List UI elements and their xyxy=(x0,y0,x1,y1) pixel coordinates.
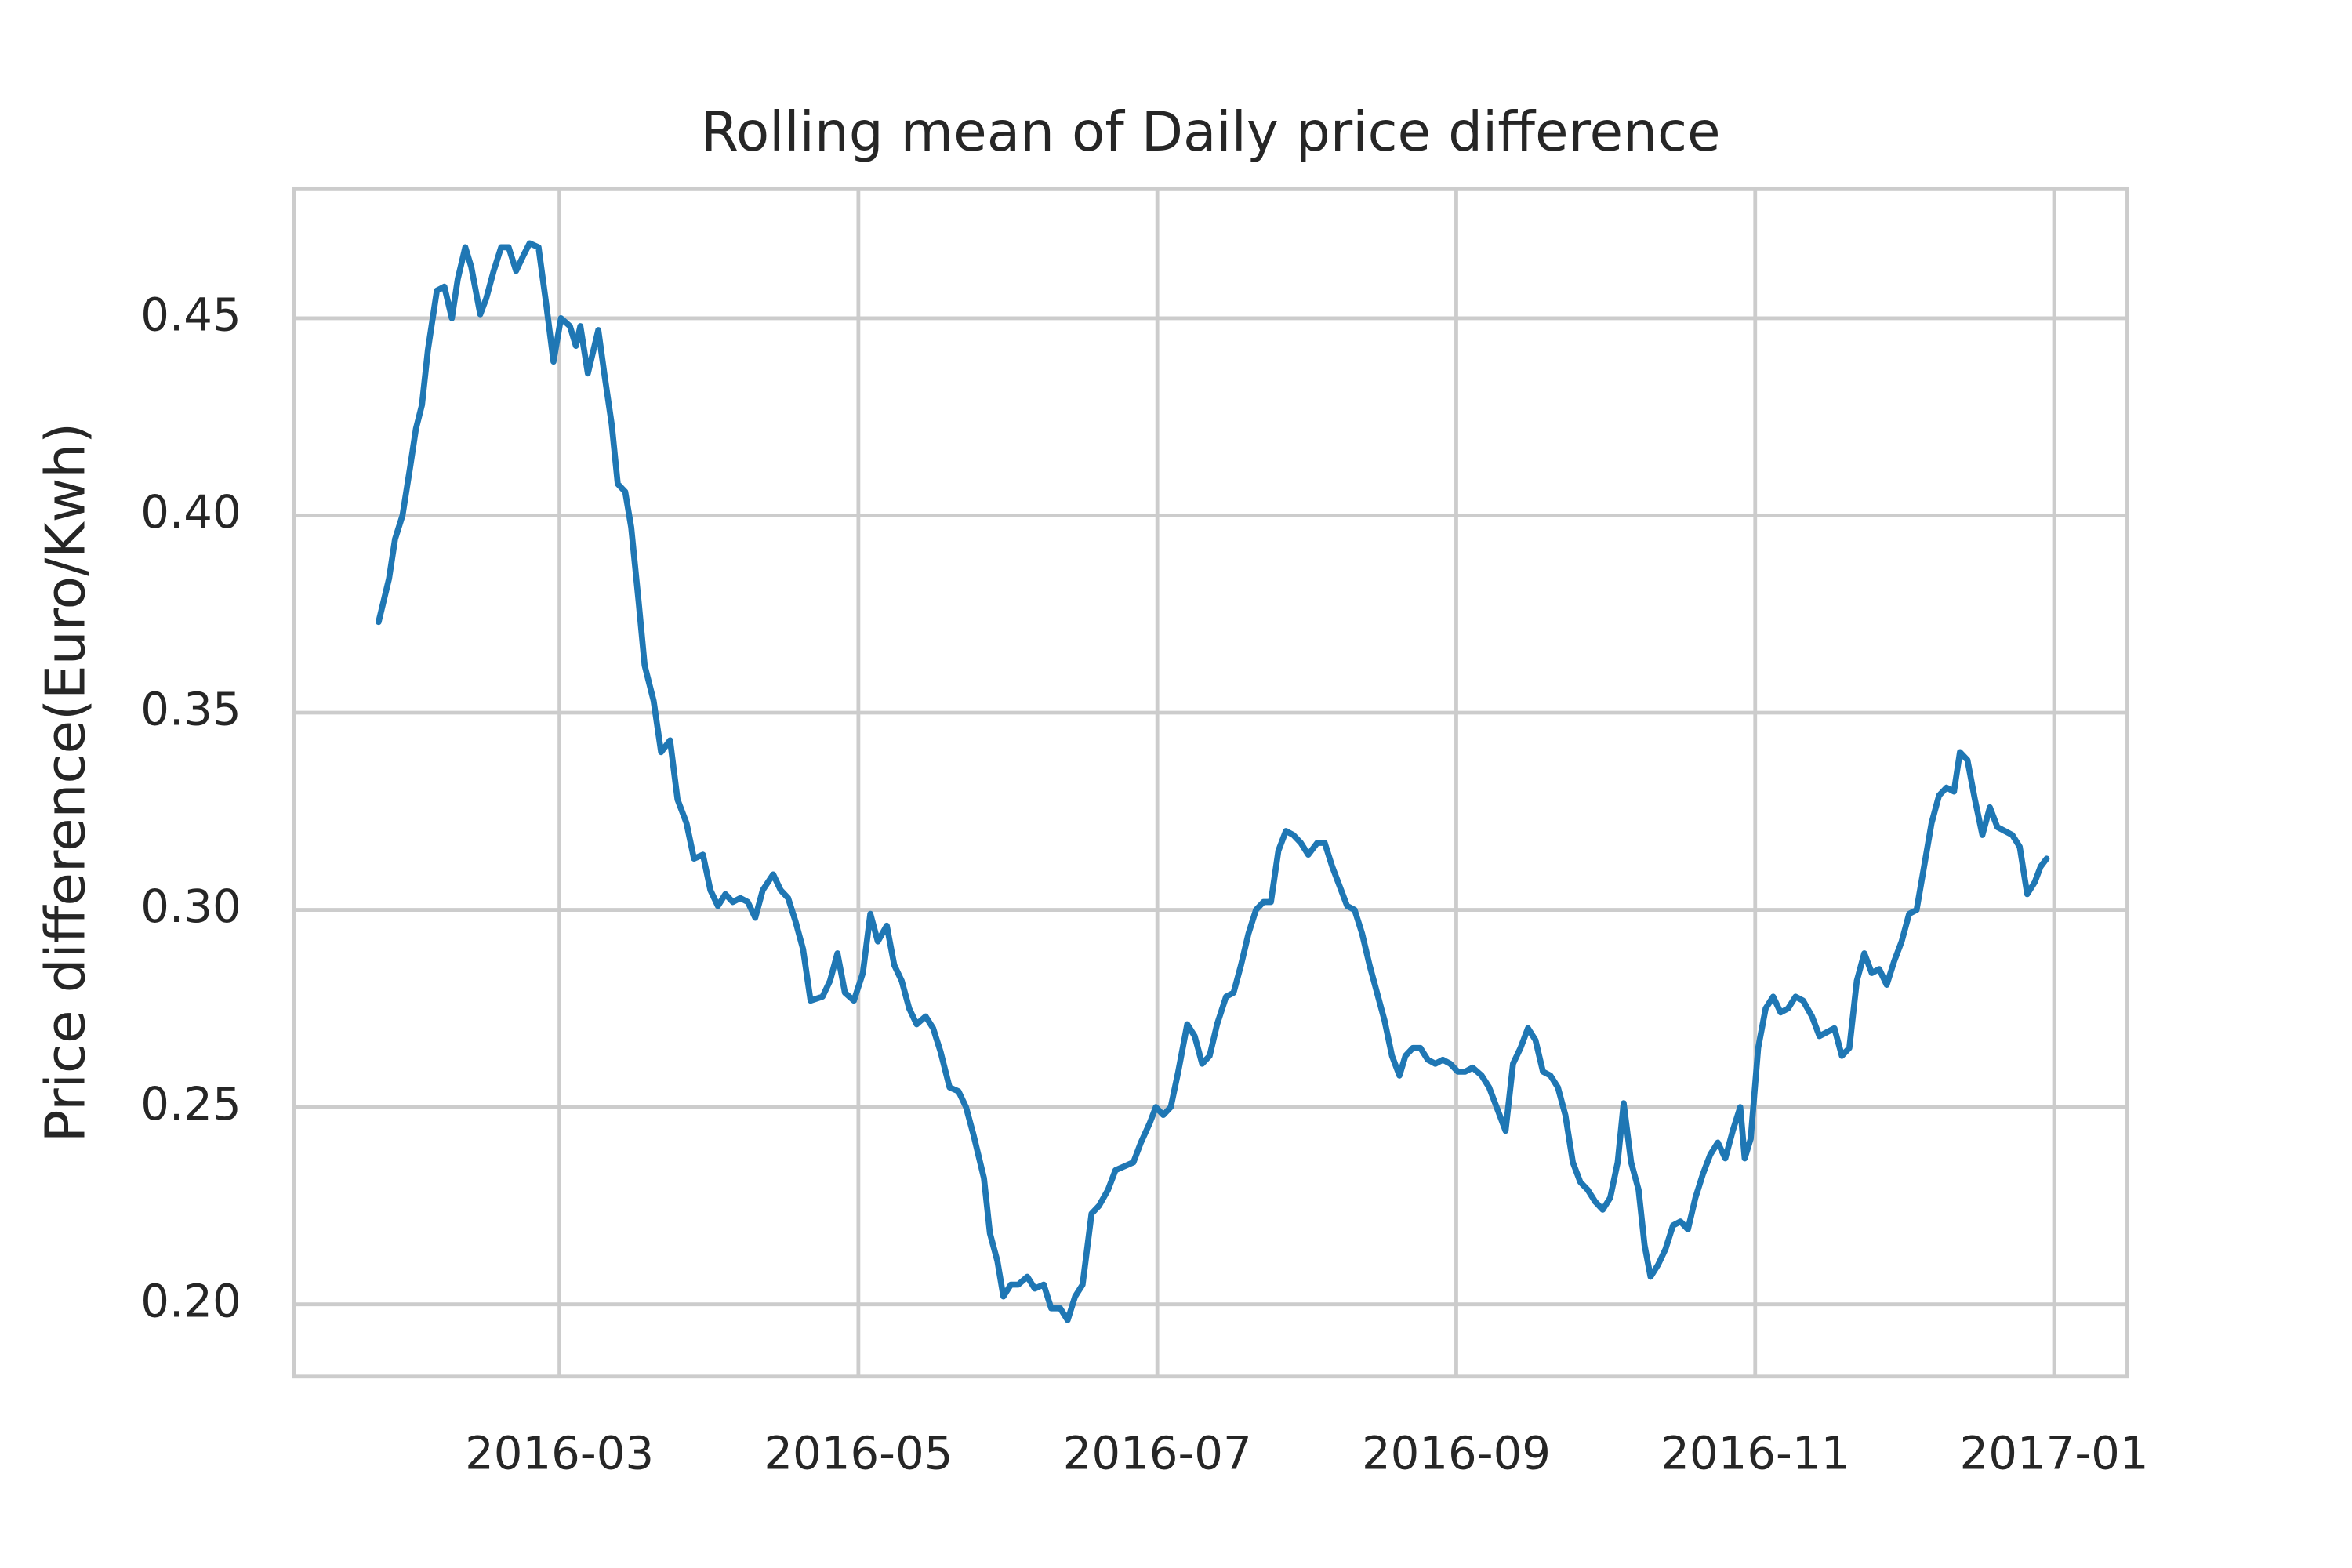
y-tick-label: 0.30 xyxy=(140,880,241,933)
y-tick-label: 0.20 xyxy=(140,1274,241,1327)
x-tick-label: 2016-03 xyxy=(465,1426,654,1479)
plot-frame xyxy=(292,186,2129,1379)
chart-title: Rolling mean of Daily price difference xyxy=(701,101,1721,164)
y-tick-label: 0.25 xyxy=(140,1077,241,1131)
y-tick-label: 0.40 xyxy=(140,485,241,539)
x-tick-label: 2016-05 xyxy=(764,1426,953,1479)
x-tick-label: 2016-11 xyxy=(1661,1426,1849,1479)
y-axis-label: Price difference(Euro/Kwh) xyxy=(34,423,97,1142)
y-tick-label: 0.45 xyxy=(140,289,241,342)
x-tick-label: 2016-09 xyxy=(1362,1426,1551,1479)
data-line xyxy=(376,240,2050,1323)
y-tick-label: 0.35 xyxy=(140,683,241,736)
x-tick-label: 2016-07 xyxy=(1063,1426,1252,1479)
x-tick-label: 2017-01 xyxy=(1960,1426,2149,1479)
